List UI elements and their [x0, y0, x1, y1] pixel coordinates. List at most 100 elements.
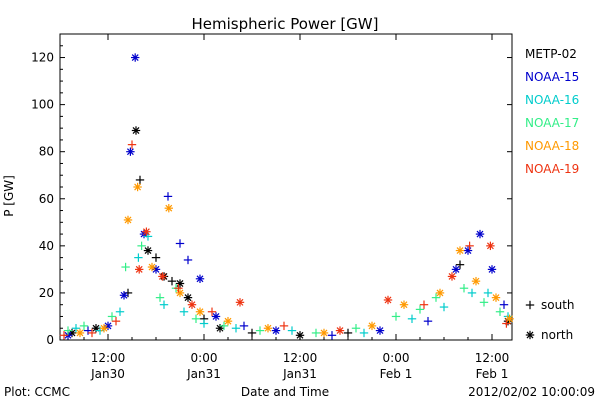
series-legend: METP-02 NOAA-15 NOAA-16 NOAA-17 NOAA-18 NOAA-… — [525, 47, 579, 176]
north-marker-noaa-18 — [435, 288, 445, 298]
y-tick-label: 0 — [46, 333, 54, 347]
plot-timestamp: 2012/02/02 10:00:09 — [468, 385, 595, 399]
south-marker-noaa-15 — [239, 321, 249, 331]
north-marker-noaa-19 — [383, 295, 393, 305]
south-marker-noaa-16 — [439, 302, 449, 312]
south-marker-metp-02 — [135, 175, 145, 185]
y-axis: 0 20 40 60 80 100 120 — [31, 33, 512, 347]
north-marker-metp-02 — [175, 279, 185, 288]
north-marker-noaa-18 — [147, 262, 157, 272]
north-marker-noaa-19 — [158, 272, 167, 281]
north-marker-noaa-18 — [133, 182, 142, 192]
legend-entry-noaa-16: NOAA-16 — [525, 93, 579, 107]
x-tick-label-time: 12:00 — [475, 351, 510, 365]
legend-entry-noaa-18: NOAA-18 — [525, 139, 579, 153]
y-tick-label: 60 — [39, 192, 54, 206]
chart-title: Hemispheric Power [GW] — [192, 15, 379, 33]
north-marker-noaa-18 — [263, 324, 273, 333]
north-marker-noaa-15 — [131, 53, 140, 62]
north-marker-noaa-18 — [223, 316, 233, 326]
x-tick-label-time: 0:00 — [383, 351, 410, 365]
south-marker-noaa-19 — [127, 140, 137, 149]
data-markers — [59, 53, 514, 340]
south-marker-noaa-15 — [183, 255, 193, 265]
x-axis: 12:00 Jan30 0:00 Jan31 12:00 Jan31 0:00 Feb 1 12… — [59, 34, 510, 381]
south-marker-noaa-19 — [59, 331, 69, 340]
south-marker-noaa-17 — [391, 312, 401, 321]
south-marker-noaa-17 — [495, 307, 505, 316]
plot-credit: Plot: CCMC — [4, 385, 70, 399]
north-marker-noaa-18 — [99, 324, 109, 333]
south-marker-noaa-19 — [419, 300, 429, 309]
x-axis-label: Date and Time — [241, 385, 329, 399]
x-tick-label-date: Jan31 — [282, 367, 317, 381]
south-marker-noaa-19 — [465, 241, 474, 251]
north-marker-noaa-19 — [335, 326, 345, 335]
north-marker-noaa-15 — [126, 147, 135, 156]
south-marker-metp-02 — [455, 260, 465, 269]
south-marker-noaa-17 — [63, 326, 73, 335]
y-tick-label: 20 — [39, 286, 54, 300]
north-marker-noaa-19 — [235, 298, 245, 307]
y-tick-label: 40 — [39, 239, 54, 253]
north-marker-noaa-18 — [367, 321, 377, 331]
south-marker-noaa-19 — [207, 307, 217, 316]
north-marker-noaa-19 — [486, 241, 495, 251]
south-marker-noaa-15 — [175, 239, 185, 248]
south-marker-noaa-16 — [115, 307, 125, 316]
marker-legend-north: north — [541, 328, 573, 342]
north-marker-noaa-15 — [487, 265, 497, 274]
south-marker-noaa-17 — [431, 293, 441, 302]
south-marker-noaa-19 — [87, 328, 97, 338]
south-marker-noaa-19 — [174, 284, 183, 293]
south-marker-metp-02 — [343, 328, 353, 338]
north-marker-metp-02 — [131, 126, 141, 135]
marker-legend-south: south — [541, 298, 575, 312]
south-marker-noaa-16 — [199, 319, 209, 328]
north-marker-noaa-15 — [463, 246, 473, 255]
south-marker-noaa-17 — [191, 314, 201, 324]
south-marker-noaa-17 — [137, 241, 146, 251]
north-marker-metp-02 — [183, 293, 193, 302]
legend-entry-noaa-17: NOAA-17 — [525, 116, 579, 130]
north-marker-noaa-15 — [375, 326, 385, 335]
south-marker-noaa-16 — [287, 326, 297, 335]
north-marker-metp-02 — [143, 246, 153, 255]
south-marker-noaa-19 — [502, 319, 511, 328]
north-marker-noaa-18 — [491, 293, 501, 302]
legend-entry-noaa-19: NOAA-19 — [525, 162, 579, 176]
north-marker-noaa-18 — [471, 276, 481, 286]
south-marker-noaa-16 — [407, 314, 417, 324]
south-marker-noaa-17 — [479, 298, 489, 307]
south-marker-noaa-17 — [79, 321, 89, 331]
north-marker-noaa-15 — [195, 274, 205, 283]
legend-entry-noaa-15: NOAA-15 — [525, 70, 579, 84]
south-marker-metp-02 — [247, 328, 257, 338]
south-marker-noaa-17 — [415, 305, 425, 314]
south-marker-noaa-17 — [107, 312, 117, 321]
north-marker-noaa-18 — [123, 215, 133, 225]
south-marker-metp-02 — [167, 276, 177, 286]
north-marker-noaa-18 — [399, 300, 409, 309]
north-marker-noaa-15 — [451, 265, 461, 274]
north-symbol — [525, 330, 535, 340]
north-marker-noaa-15 — [211, 312, 221, 321]
north-marker-noaa-19 — [142, 227, 151, 236]
north-marker-noaa-18 — [164, 203, 173, 213]
south-marker-noaa-17 — [121, 262, 130, 272]
north-marker-noaa-19 — [135, 265, 144, 274]
x-tick-label-time: 12:00 — [283, 351, 318, 365]
south-marker-noaa-15 — [163, 192, 173, 201]
x-tick-label-date: Feb 1 — [380, 367, 413, 381]
south-marker-noaa-19 — [279, 321, 289, 331]
north-marker-noaa-19 — [187, 300, 197, 309]
x-tick-label-date: Feb 1 — [476, 367, 509, 381]
y-axis-label: P [GW] — [2, 175, 16, 217]
south-marker-noaa-17 — [219, 321, 229, 331]
y-tick-label: 80 — [39, 145, 54, 159]
south-marker-noaa-16 — [359, 328, 369, 338]
south-marker-noaa-16 — [179, 307, 189, 316]
north-marker-noaa-15 — [271, 326, 281, 335]
south-marker-noaa-16 — [71, 324, 81, 333]
north-marker-noaa-18 — [505, 314, 514, 324]
